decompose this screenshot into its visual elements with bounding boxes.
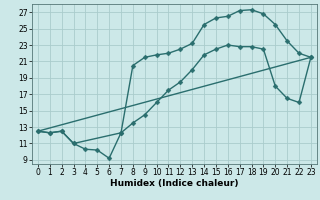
X-axis label: Humidex (Indice chaleur): Humidex (Indice chaleur) [110,179,239,188]
